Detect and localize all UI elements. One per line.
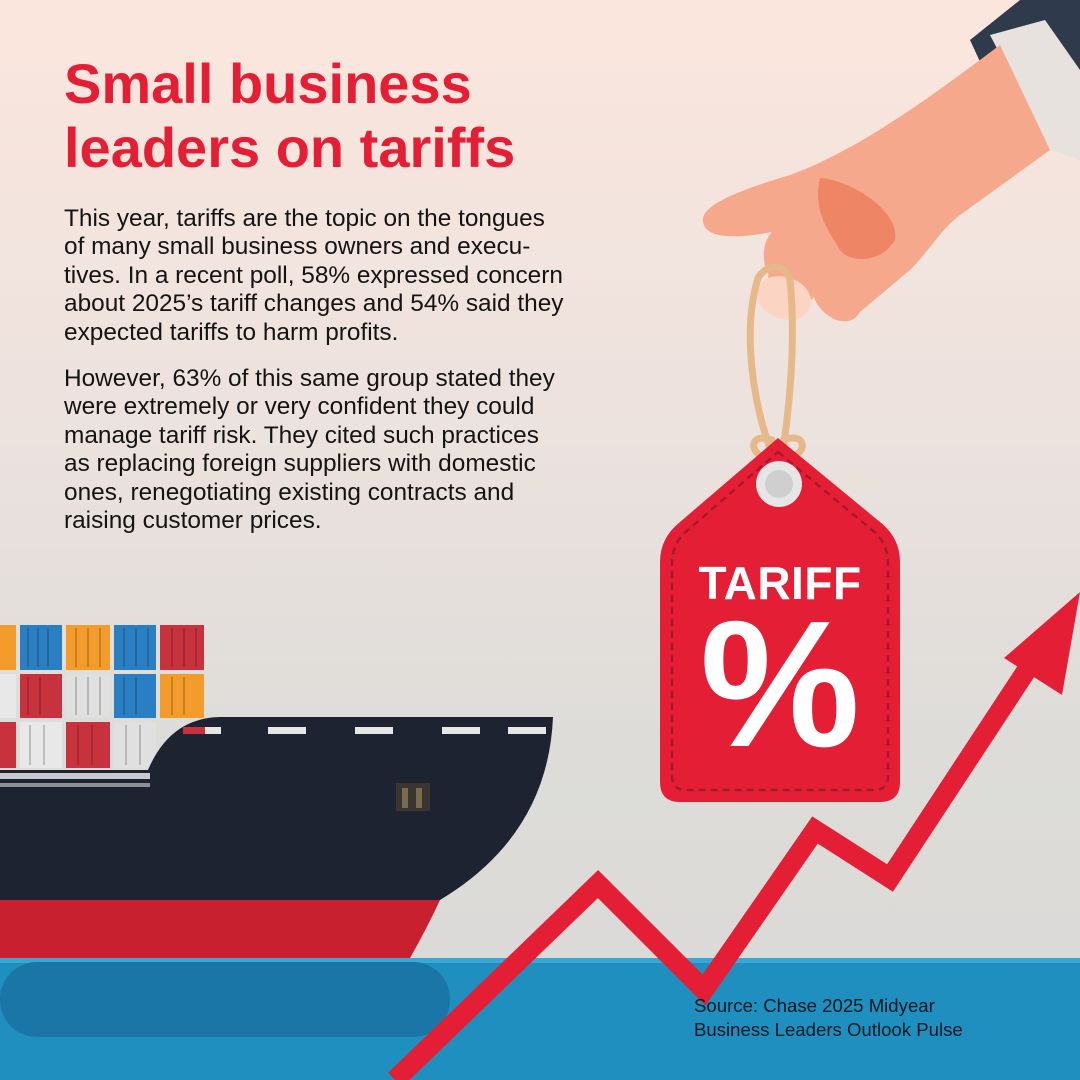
rising-arrow-icon [388, 592, 1080, 1080]
percent-icon: % [699, 584, 861, 785]
hand-icon [702, 0, 1080, 322]
source-line: Business Leaders Outlook Pulse [694, 1019, 963, 1040]
text-line: ones, renegotiating existing contracts a… [64, 478, 515, 506]
body-text: This year, tariffs are the topic on the … [64, 205, 694, 553]
cargo-ship-icon [0, 717, 553, 958]
text-line: as replacing foreign suppliers with dome… [64, 450, 536, 478]
text-line: were extremely or very confident they co… [64, 393, 535, 421]
source-credit: Source: Chase 2025 Midyear Business Lead… [694, 994, 1054, 1042]
text-line: This year, tariffs are the topic on the … [64, 205, 545, 232]
shipping-container-icon [0, 625, 204, 768]
text-line: manage tariff risk. They cited such prac… [64, 421, 539, 449]
text-line: raising customer prices. [64, 507, 322, 535]
text-line: of many small business owners and execu- [64, 233, 531, 261]
title-line: Small business [64, 52, 472, 115]
text-line: However, 63% of this same group stated t… [64, 365, 555, 393]
source-line: Source: Chase 2025 Midyear [694, 995, 935, 1016]
title-line: leaders on tariffs [64, 116, 516, 179]
price-tag-icon [660, 438, 900, 802]
sea [0, 958, 1080, 1080]
text-line: tives. In a recent poll, 58% expressed c… [64, 261, 563, 289]
page-title: Small business leaders on tariffs [64, 52, 664, 180]
paragraph-intro: This year, tariffs are the topic on the … [64, 205, 694, 347]
text-line: expected tariffs to harm profits. [64, 318, 399, 346]
tag-label: TARIFF [698, 557, 862, 609]
paragraph-confidence: However, 63% of this same group stated t… [64, 365, 694, 535]
text-line: about 2025’s tariff changes and 54% said… [64, 290, 564, 318]
